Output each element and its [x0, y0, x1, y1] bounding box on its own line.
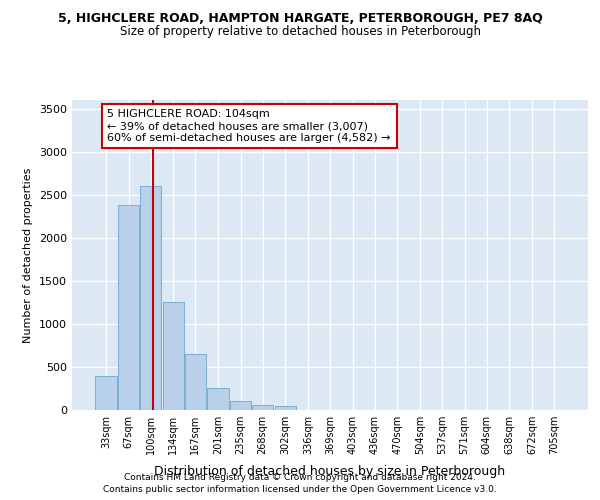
Text: 5, HIGHCLERE ROAD, HAMPTON HARGATE, PETERBOROUGH, PE7 8AQ: 5, HIGHCLERE ROAD, HAMPTON HARGATE, PETE…	[58, 12, 542, 26]
Text: Contains public sector information licensed under the Open Government Licence v3: Contains public sector information licen…	[103, 486, 497, 494]
Bar	[163, 302, 184, 410]
Bar	[185, 354, 206, 410]
Bar	[230, 402, 251, 410]
X-axis label: Distribution of detached houses by size in Peterborough: Distribution of detached houses by size …	[154, 466, 506, 478]
Bar	[140, 186, 161, 410]
Text: 5 HIGHCLERE ROAD: 104sqm
← 39% of detached houses are smaller (3,007)
60% of sem: 5 HIGHCLERE ROAD: 104sqm ← 39% of detach…	[107, 110, 391, 142]
Text: Contains HM Land Registry data © Crown copyright and database right 2024.: Contains HM Land Registry data © Crown c…	[124, 473, 476, 482]
Bar	[95, 376, 117, 410]
Bar	[118, 205, 139, 410]
Bar	[252, 405, 274, 410]
Bar	[208, 388, 229, 410]
Bar	[275, 406, 296, 410]
Text: Size of property relative to detached houses in Peterborough: Size of property relative to detached ho…	[119, 25, 481, 38]
Y-axis label: Number of detached properties: Number of detached properties	[23, 168, 34, 342]
